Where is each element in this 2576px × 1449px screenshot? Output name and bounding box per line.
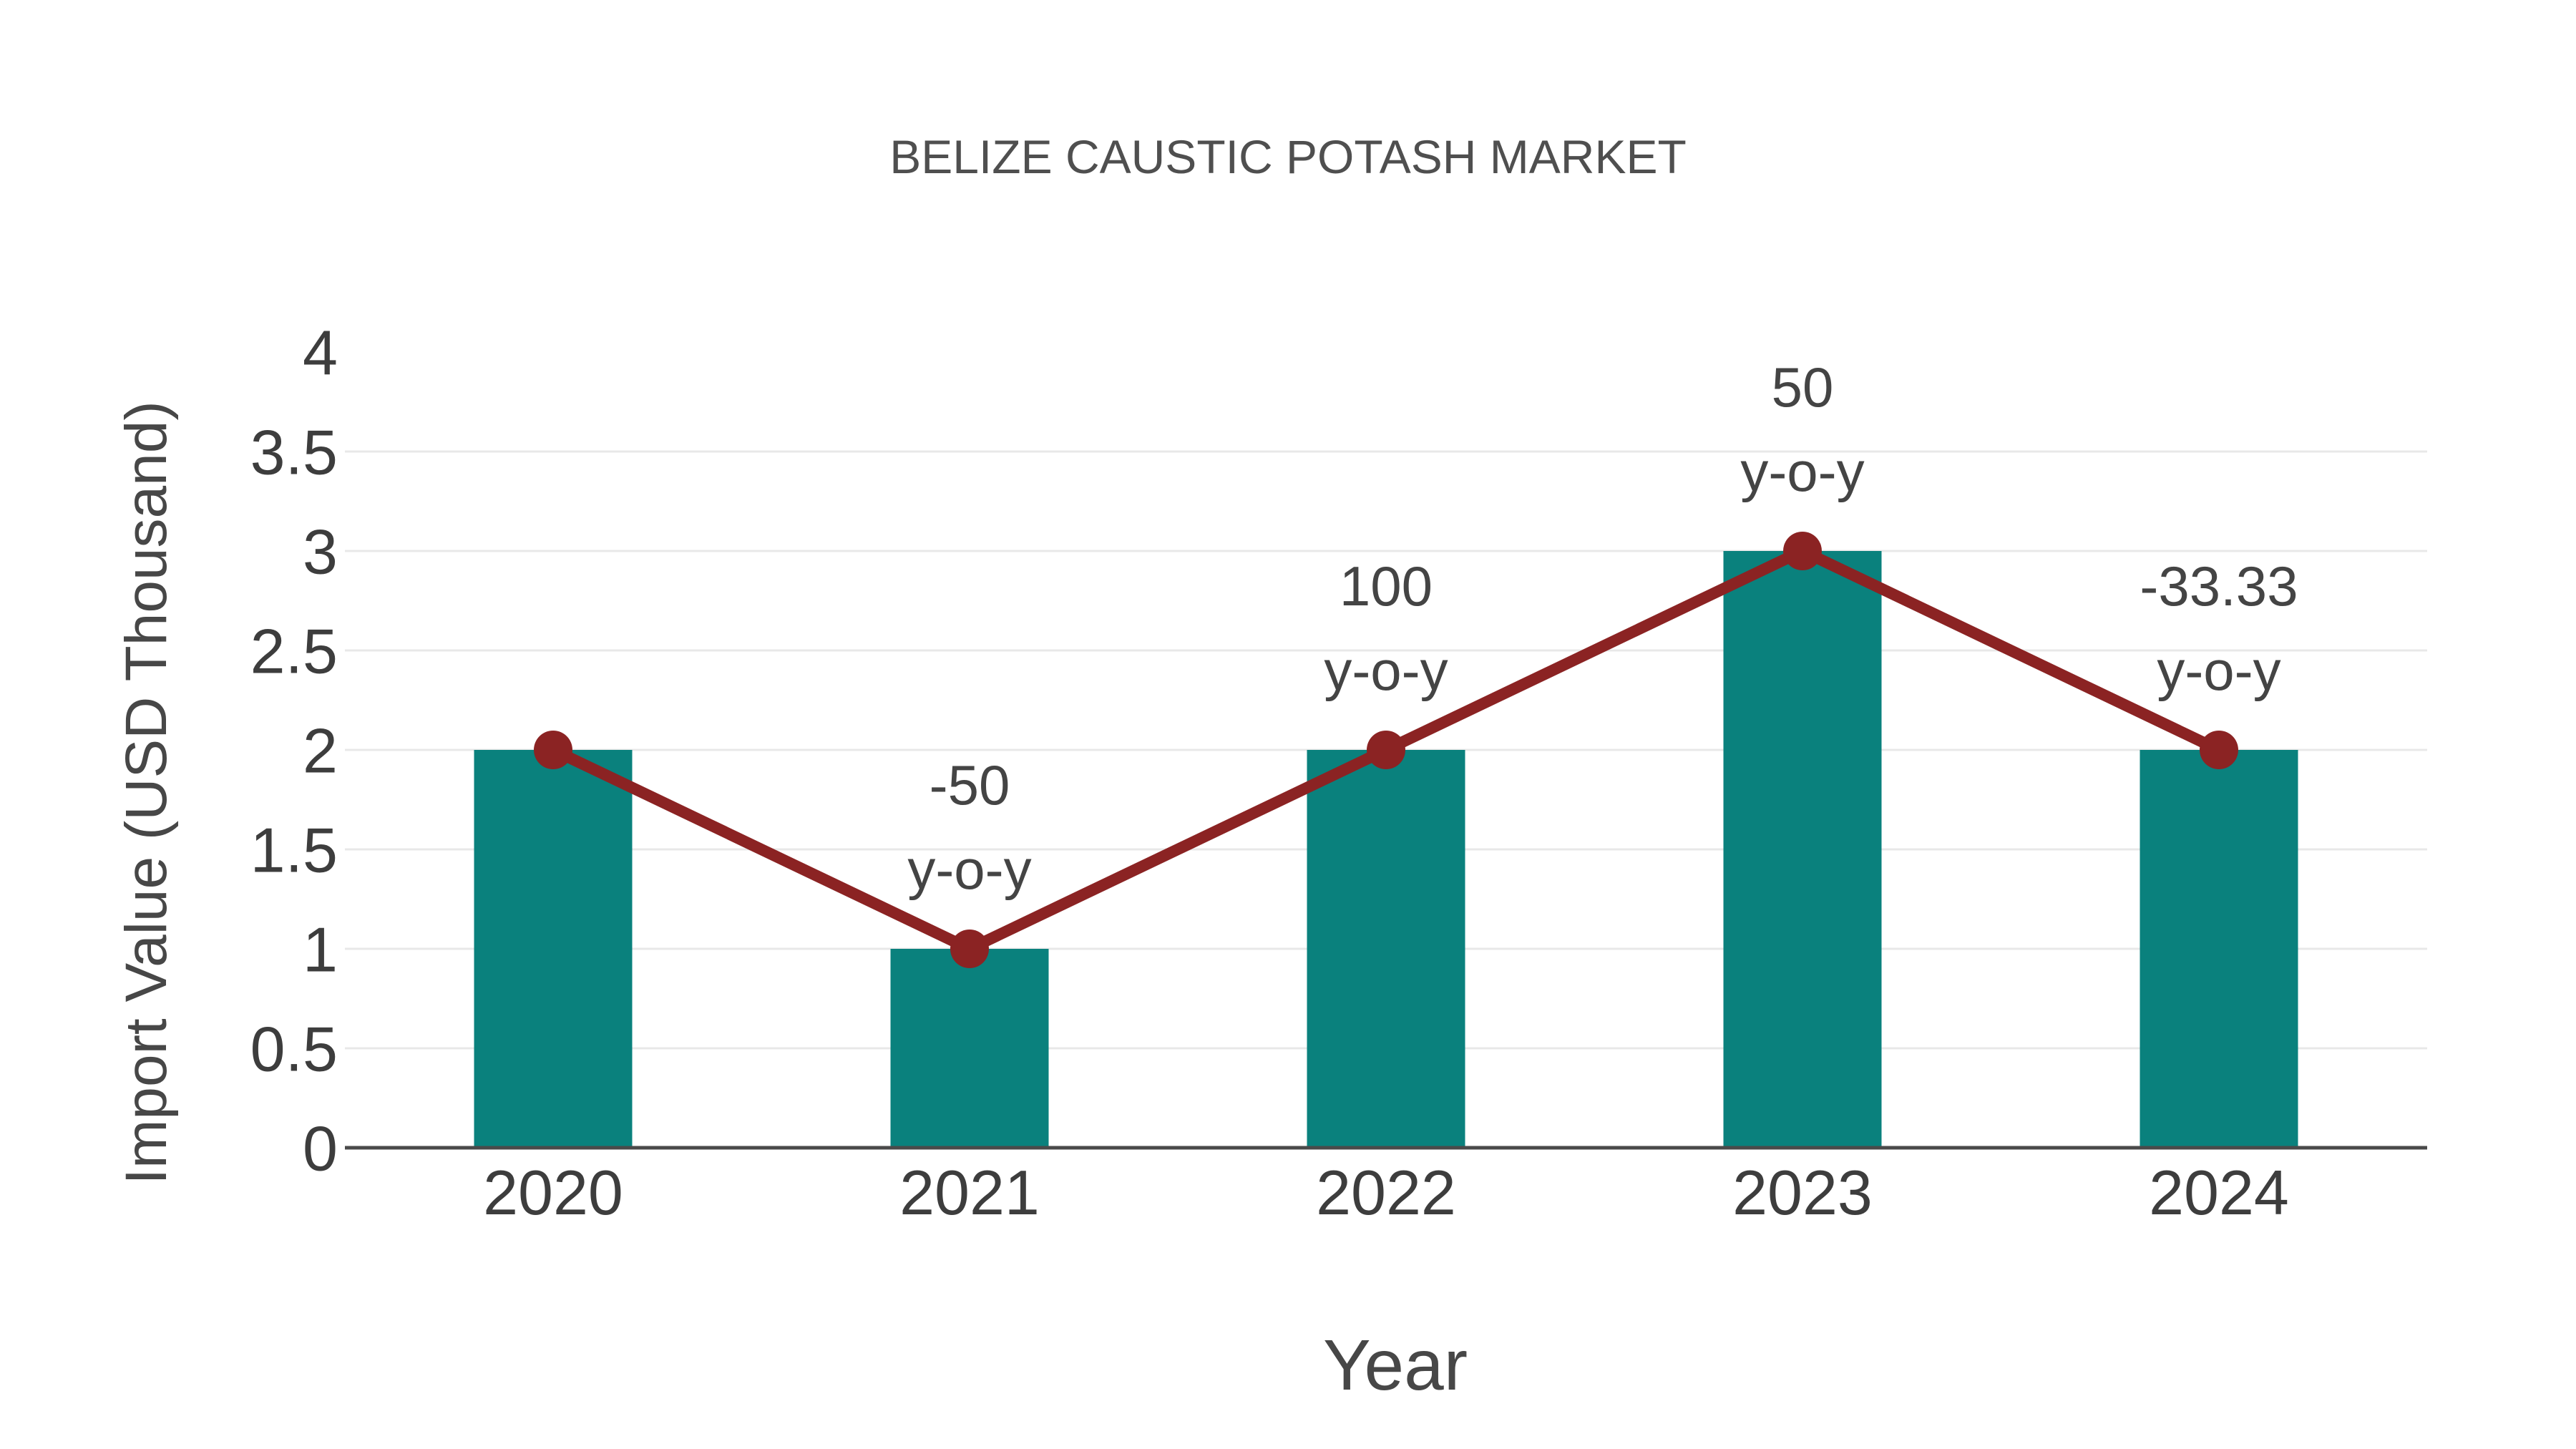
annotation-value: 50 xyxy=(1772,356,1834,419)
y-tick-label: 3 xyxy=(303,517,338,587)
y-tick-label: 2 xyxy=(303,716,338,786)
bar-series xyxy=(474,551,2298,1148)
y-tick-labels: 0 0.5 1 1.5 2 2.5 3 3.5 4 xyxy=(250,318,338,1184)
y-tick-label: 0 xyxy=(303,1113,338,1184)
line-marker xyxy=(1367,731,1405,769)
annotation-value: -33.33 xyxy=(2140,555,2298,618)
line-marker xyxy=(950,930,989,968)
y-tick-label: 2.5 xyxy=(250,616,338,687)
annotation-unit: y-o-y xyxy=(1324,639,1448,702)
line-marker xyxy=(2200,731,2238,769)
x-tick-labels: 2020 2021 2022 2023 2024 xyxy=(483,1157,2289,1228)
x-axis-label: Year xyxy=(1323,1325,1468,1405)
y-tick-label: 1 xyxy=(303,914,338,985)
annotations: -50 y-o-y 100 y-o-y 50 y-o-y -33.33 y-o-y xyxy=(907,356,2298,901)
chart-title: BELIZE CAUSTIC POTASH MARKET xyxy=(889,130,1687,183)
annotation-unit: y-o-y xyxy=(1740,440,1864,503)
annotation-unit: y-o-y xyxy=(2157,639,2280,702)
y-tick-label: 3.5 xyxy=(250,417,338,488)
line-marker xyxy=(1783,532,1822,570)
y-tick-label: 4 xyxy=(303,318,338,389)
y-tick-label: 1.5 xyxy=(250,815,338,886)
y-tick-label: 0.5 xyxy=(250,1014,338,1085)
x-tick-label: 2023 xyxy=(1732,1157,1873,1228)
bar xyxy=(1307,750,1465,1148)
x-tick-label: 2020 xyxy=(483,1157,623,1228)
annotation-value: 100 xyxy=(1340,555,1433,618)
bar xyxy=(474,750,633,1148)
x-tick-label: 2021 xyxy=(899,1157,1040,1228)
line-marker xyxy=(534,731,572,769)
x-tick-label: 2024 xyxy=(2149,1157,2289,1228)
bar xyxy=(2140,750,2298,1148)
y-axis-label: Import Value (USD Thousand) xyxy=(114,401,179,1184)
bar xyxy=(1723,551,1882,1148)
x-tick-label: 2022 xyxy=(1316,1157,1456,1228)
annotation-value: -50 xyxy=(930,753,1010,816)
markers xyxy=(534,532,2238,968)
bar xyxy=(890,949,1049,1148)
annotation-unit: y-o-y xyxy=(907,838,1031,901)
